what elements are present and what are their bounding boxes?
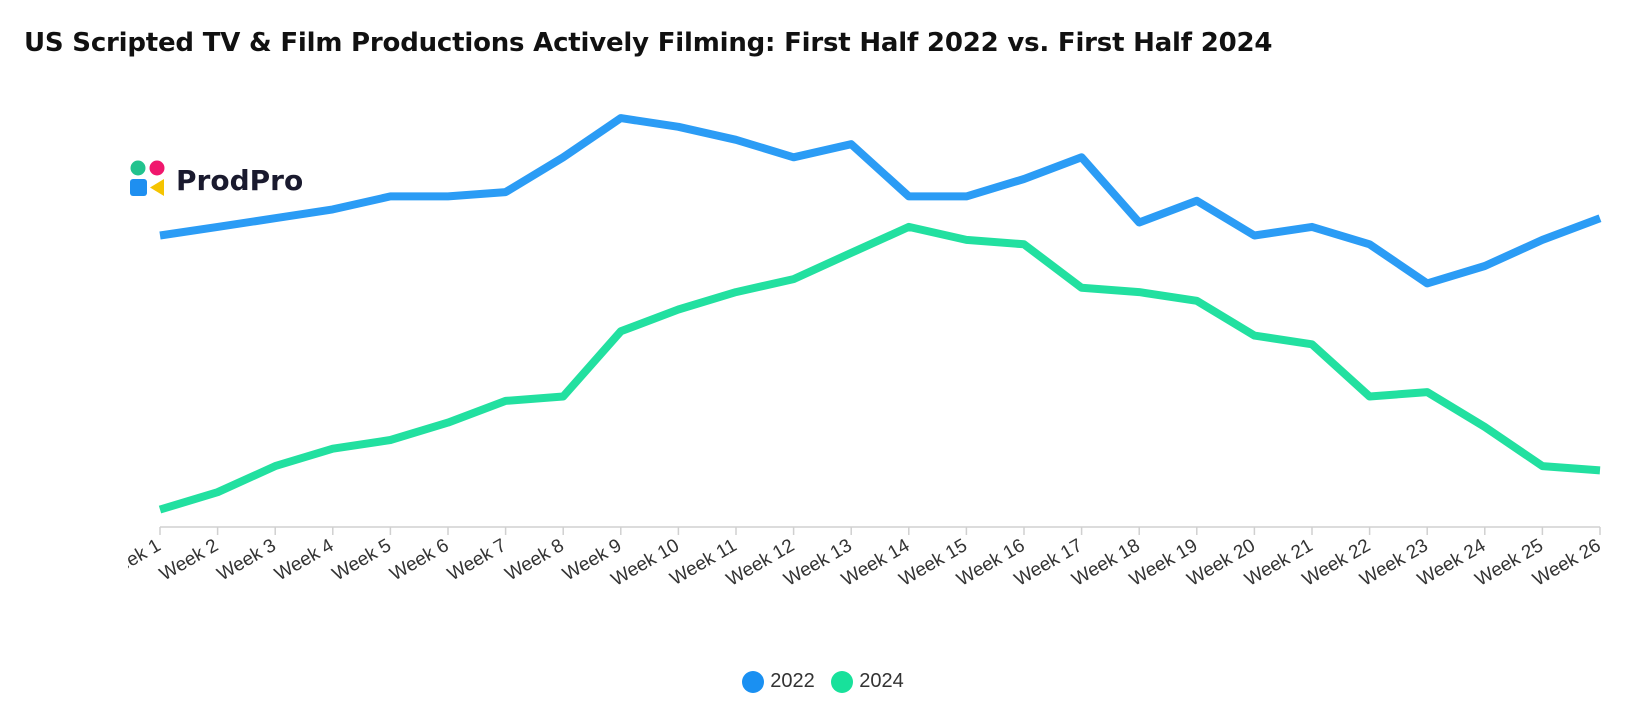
x-tick-label: Week 1 xyxy=(99,535,165,585)
logo-pink-dot xyxy=(149,160,165,176)
series-line-2022[interactable] xyxy=(159,114,1602,288)
x-tick-label: Week 6 xyxy=(387,535,453,585)
legend-item-2022[interactable]: 2022 xyxy=(742,670,815,693)
x-tick-label: Week 5 xyxy=(329,535,395,585)
x-tick-label: Week 4 xyxy=(271,535,337,585)
legend-label-2022: 2022 xyxy=(770,670,815,692)
chart-title: US Scripted TV & Film Productions Active… xyxy=(24,28,1273,58)
chart-legend: 2022 2024 xyxy=(0,670,1646,698)
x-tick-label: Week 3 xyxy=(214,535,280,585)
x-tick-label: Week 7 xyxy=(444,535,510,585)
x-tick-label: Week 8 xyxy=(502,535,568,585)
logo-yellow-triangle xyxy=(150,179,164,196)
prodpro-logo-icon xyxy=(130,160,165,196)
legend-item-2024[interactable]: 2024 xyxy=(831,670,904,693)
x-tick-label: Week 2 xyxy=(156,535,222,585)
logo-blue-square xyxy=(130,179,147,196)
series-line-2024[interactable] xyxy=(158,222,1601,514)
legend-label-2024: 2024 xyxy=(859,670,904,692)
legend-dot-2024 xyxy=(831,670,854,693)
logo-green-dot xyxy=(130,160,146,176)
legend-dot-2022 xyxy=(742,670,765,693)
prodpro-logo-text: ProdPro xyxy=(176,164,304,197)
